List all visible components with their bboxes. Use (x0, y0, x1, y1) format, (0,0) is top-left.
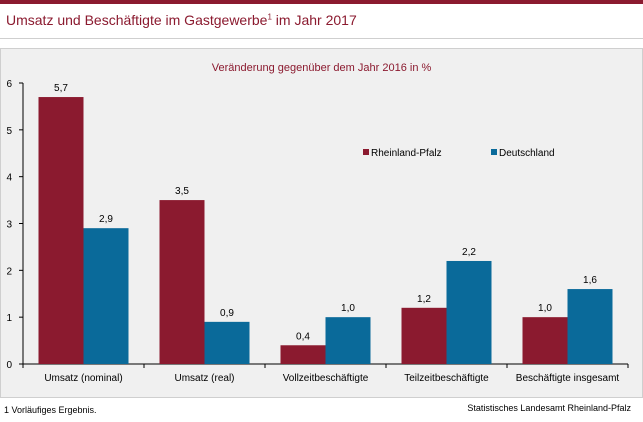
data-label: 1,0 (538, 303, 552, 314)
data-label: 1,0 (341, 303, 355, 314)
y-tick-label: 0 (6, 360, 12, 371)
x-category-label: Umsatz (nominal) (44, 373, 122, 384)
data-label: 2,9 (99, 214, 113, 225)
top-accent-bar (0, 0, 643, 4)
data-label: 0,4 (296, 331, 310, 342)
y-tick-label: 4 (6, 173, 12, 184)
y-tick-label: 1 (6, 313, 12, 324)
data-label: 5,7 (54, 83, 68, 94)
y-tick-label: 6 (6, 79, 12, 90)
bar-chart: 0 1 2 3 4 5 6 5,7 2,9 Umsatz (nominal) 3,5 0,9 Umsat… (6, 79, 629, 384)
footnote: 1 Vorläufiges Ergebnis. (4, 405, 97, 415)
bar-deutschland (204, 321, 250, 364)
bar-deutschland (567, 289, 613, 364)
data-label: 3,5 (175, 186, 189, 197)
x-category-label: Vollzeitbeschäftigte (283, 373, 369, 384)
data-label: 0,9 (220, 308, 234, 319)
x-category-label: Teilzeitbeschäftigte (404, 373, 489, 384)
y-tick-label: 5 (6, 126, 12, 137)
bar-rheinland-pfalz (401, 307, 447, 364)
data-label: 2,2 (462, 247, 476, 258)
source-note: Statistisches Landesamt Rheinland-Pfalz (467, 403, 631, 413)
data-label: 1,2 (417, 294, 431, 305)
x-category-label: Beschäftigte insgesamt (516, 373, 620, 384)
legend-swatch (491, 149, 497, 155)
bar-deutschland (446, 260, 492, 364)
y-tick-label: 3 (6, 220, 12, 231)
bar-rheinland-pfalz (280, 345, 326, 364)
y-tick-label: 2 (6, 266, 12, 277)
title-footnote-marker: 1 (267, 12, 272, 22)
bar-rheinland-pfalz (522, 317, 568, 364)
page-title: Umsatz und Beschäftigte im Gastgewerbe1 … (6, 12, 357, 28)
bar-rheinland-pfalz (38, 97, 84, 365)
chart-subtitle: Veränderung gegenüber dem Jahr 2016 in % (211, 62, 432, 74)
x-category-label: Umsatz (real) (174, 373, 234, 384)
legend-label: Rheinland-Pfalz (371, 148, 442, 159)
data-label: 1,6 (583, 275, 597, 286)
title-divider (0, 38, 643, 39)
legend-label: Deutschland (499, 148, 555, 159)
bar-deutschland (325, 317, 371, 364)
bar-rheinland-pfalz (159, 200, 205, 364)
legend-swatch (363, 149, 369, 155)
bar-deutschland (83, 228, 129, 364)
